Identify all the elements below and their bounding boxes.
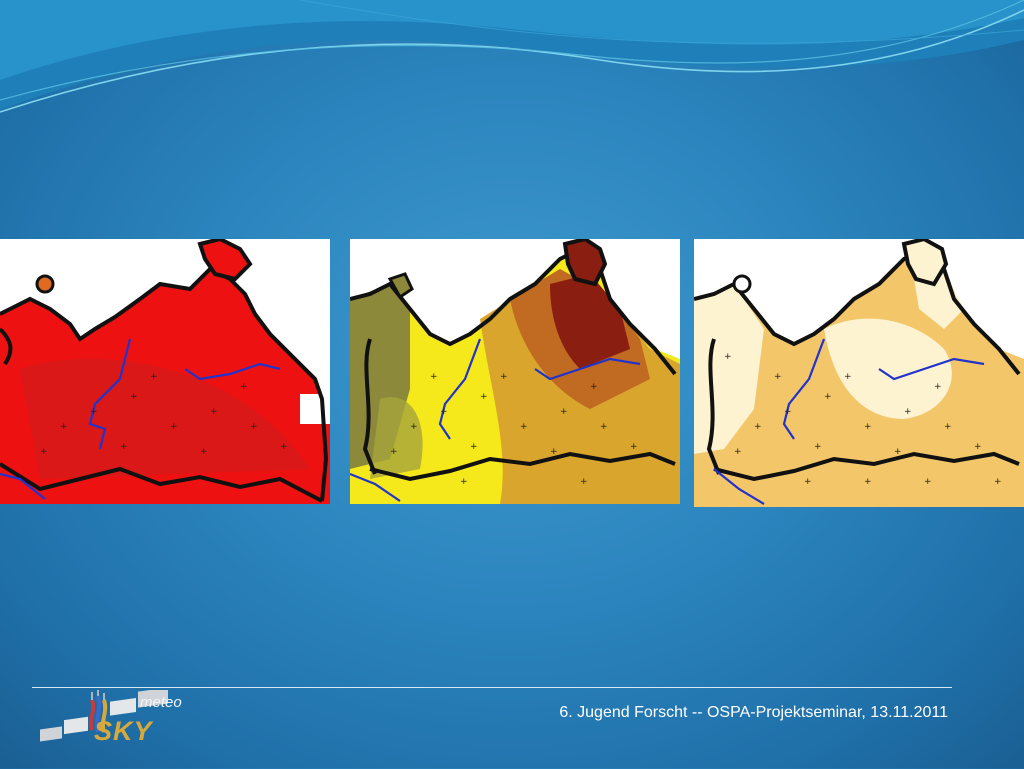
svg-text:+: + (994, 477, 1002, 487)
map-1-graphic: + + + + + + + + + + + + (0, 239, 330, 504)
logo-word-meteo: meteo (140, 694, 182, 711)
svg-text:+: + (390, 447, 398, 457)
svg-text:+: + (200, 447, 208, 457)
svg-text:+: + (754, 422, 762, 432)
map-yellow-brown: + + + + + + + + + + + + + + + (350, 239, 680, 504)
map-3-graphic: + + + + + + + + + + + + + + + + + + (694, 239, 1024, 507)
svg-text:+: + (774, 372, 782, 382)
svg-text:+: + (170, 422, 178, 432)
meteosky-logo: meteo SKY (36, 687, 186, 764)
svg-text:+: + (814, 442, 822, 452)
svg-text:+: + (440, 407, 448, 417)
svg-text:+: + (974, 442, 982, 452)
svg-text:+: + (60, 422, 68, 432)
svg-text:+: + (550, 447, 558, 457)
svg-text:+: + (724, 352, 732, 362)
header-waves (0, 0, 1024, 113)
svg-text:+: + (804, 477, 812, 487)
svg-text:+: + (784, 407, 792, 417)
svg-text:+: + (520, 422, 528, 432)
svg-text:+: + (90, 407, 98, 417)
svg-text:+: + (150, 372, 158, 382)
map-2-graphic: + + + + + + + + + + + + + + + (350, 239, 680, 504)
svg-text:+: + (600, 422, 608, 432)
svg-text:+: + (734, 447, 742, 457)
svg-text:+: + (864, 477, 872, 487)
logo-word-sky: SKY (94, 716, 153, 746)
svg-text:+: + (460, 477, 468, 487)
svg-text:+: + (934, 382, 942, 392)
svg-text:+: + (130, 392, 138, 402)
svg-text:+: + (210, 407, 218, 417)
svg-text:+: + (470, 442, 478, 452)
svg-text:+: + (410, 422, 418, 432)
svg-text:+: + (824, 392, 832, 402)
svg-text:+: + (430, 372, 438, 382)
svg-text:+: + (240, 382, 248, 392)
svg-text:+: + (630, 442, 638, 452)
svg-text:+: + (864, 422, 872, 432)
svg-text:+: + (280, 442, 288, 452)
svg-text:+: + (250, 422, 258, 432)
svg-text:+: + (120, 442, 128, 452)
map-temperature-red: + + + + + + + + + + + + (0, 239, 330, 504)
svg-text:+: + (500, 372, 508, 382)
svg-text:+: + (590, 382, 598, 392)
svg-text:+: + (844, 372, 852, 382)
svg-text:+: + (480, 392, 488, 402)
svg-text:+: + (580, 477, 588, 487)
footer-caption: 6. Jugend Forscht -- OSPA-Projektseminar… (559, 704, 948, 721)
map-cream-orange: + + + + + + + + + + + + + + + + + + (694, 239, 1024, 507)
svg-text:+: + (40, 447, 48, 457)
logo-graphic (40, 687, 168, 742)
svg-text:+: + (904, 407, 912, 417)
svg-text:+: + (560, 407, 568, 417)
svg-text:+: + (944, 422, 952, 432)
footer-divider (32, 687, 952, 688)
svg-text:+: + (894, 447, 902, 457)
svg-text:+: + (924, 477, 932, 487)
